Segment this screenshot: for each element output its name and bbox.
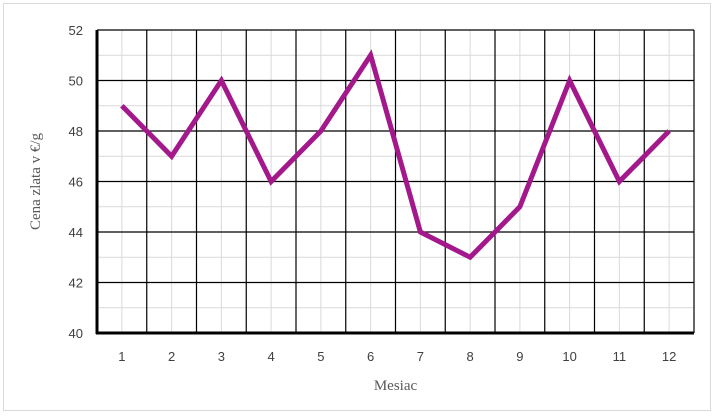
series-layer — [120, 49, 671, 261]
x-tick-label: 7 — [417, 349, 424, 364]
axes — [95, 30, 694, 335]
x-tick-label: 9 — [516, 349, 523, 364]
x-tick-label: 6 — [367, 349, 374, 364]
y-tick-label: 50 — [69, 74, 83, 89]
x-tick-label: 3 — [218, 349, 225, 364]
grid-lines — [97, 29, 695, 333]
x-tick-label: 8 — [467, 349, 474, 364]
y-tick-label: 42 — [69, 276, 83, 291]
x-tick-label: 2 — [168, 349, 175, 364]
y-tick-label: 46 — [69, 175, 83, 190]
x-tick-label: 11 — [613, 349, 627, 364]
x-tick-label: 4 — [268, 349, 275, 364]
y-axis-label: Cena zlata v €/g — [28, 132, 44, 230]
y-tick-label: 48 — [69, 124, 83, 139]
x-tick-label: 5 — [317, 349, 324, 364]
y-tick-label: 52 — [69, 23, 83, 38]
x-tick-label: 10 — [562, 349, 576, 364]
y-tick-label: 40 — [69, 326, 83, 341]
y-tick-label: 44 — [69, 225, 83, 240]
x-tick-label: 1 — [118, 349, 125, 364]
x-axis-label: Mesiac — [374, 378, 418, 394]
x-tick-label: 12 — [662, 349, 676, 364]
series-line — [120, 49, 671, 261]
